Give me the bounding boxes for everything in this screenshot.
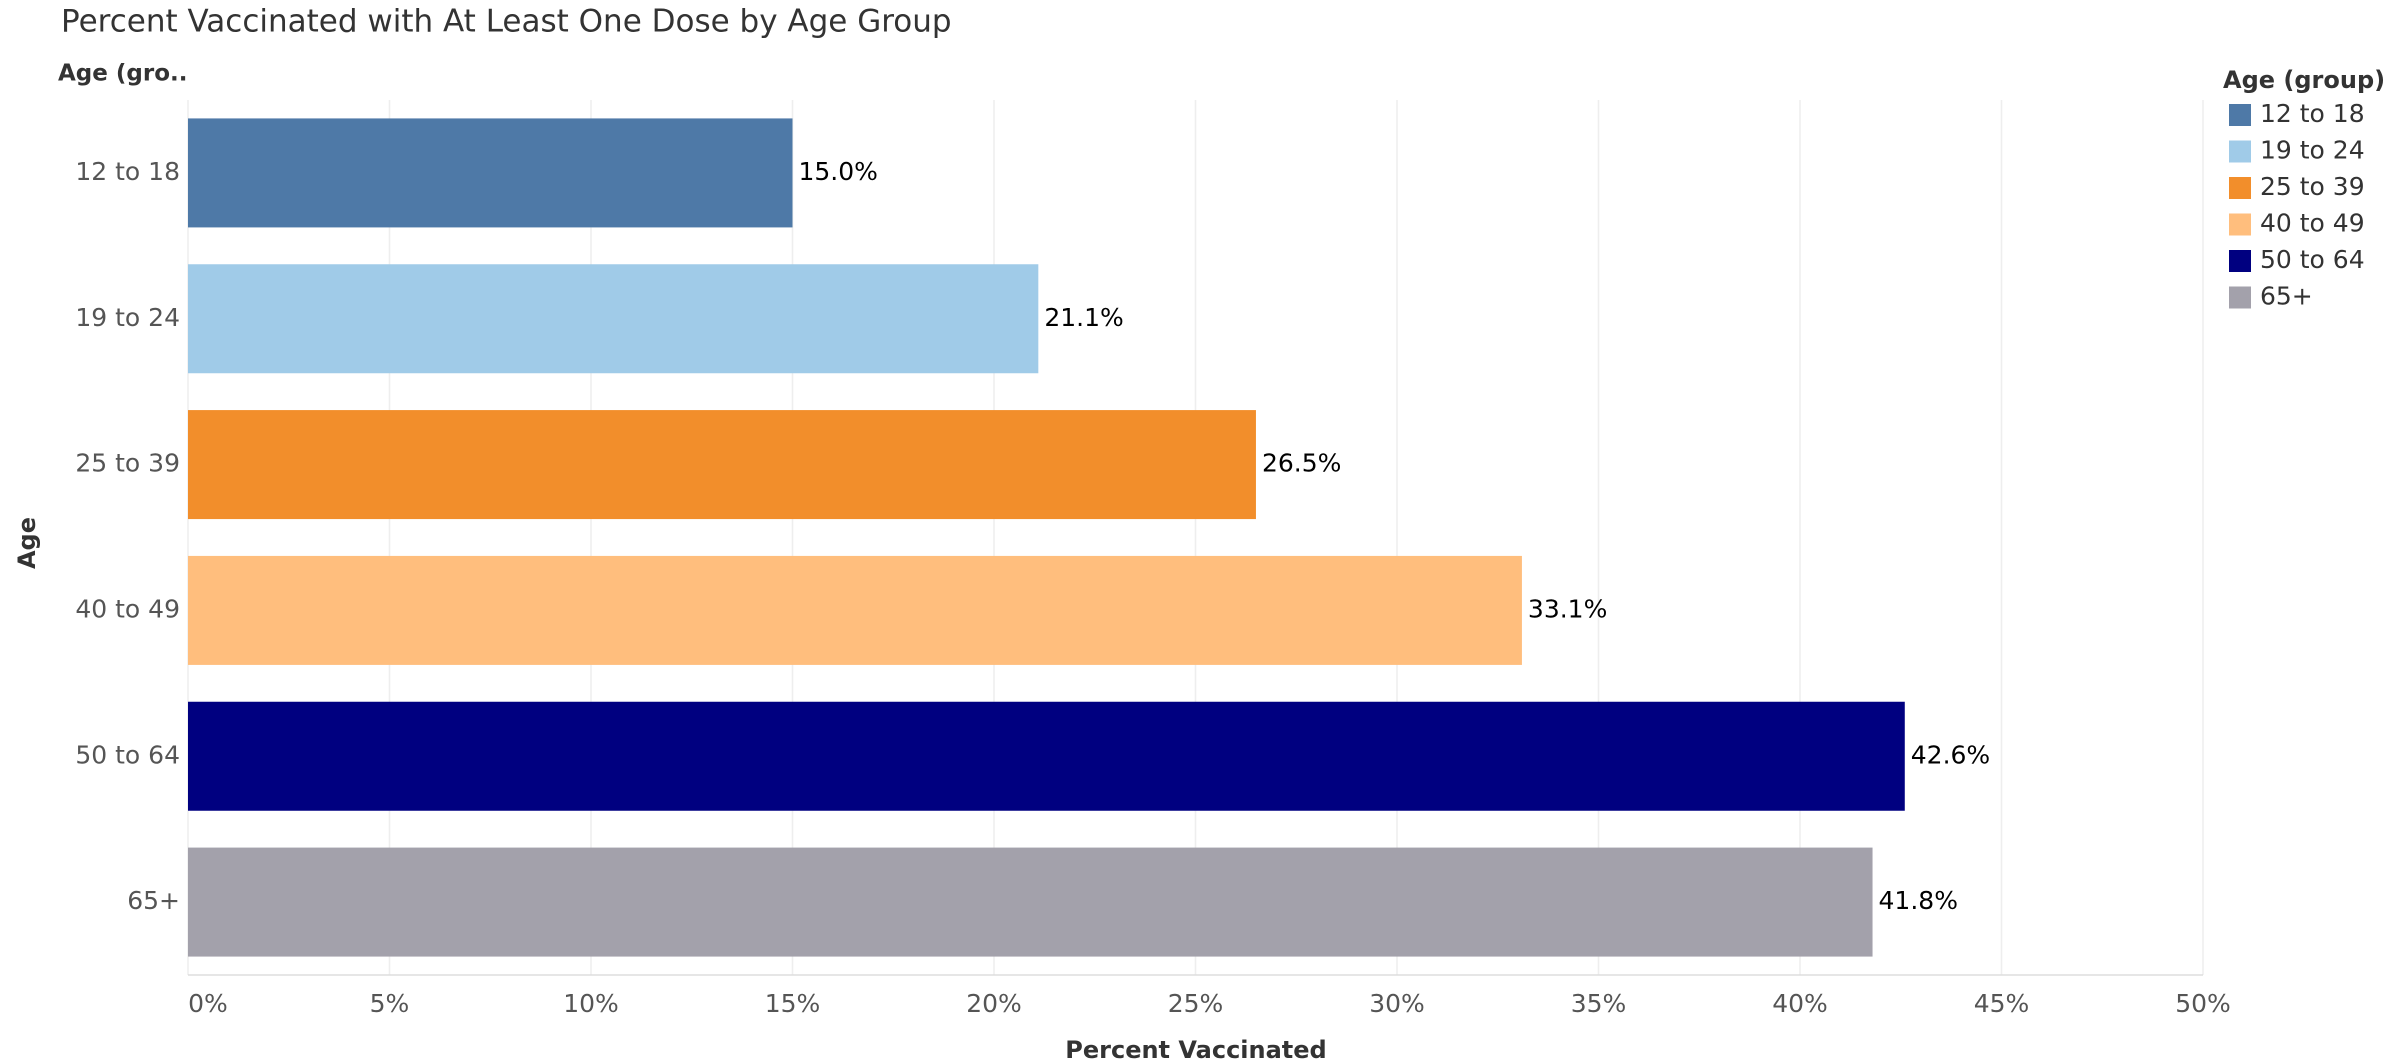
value-label: 15.0%	[799, 157, 878, 186]
legend-swatch	[2229, 104, 2251, 126]
bar	[188, 847, 1873, 957]
legend-swatch	[2229, 140, 2251, 163]
x-tick-label: 25%	[1168, 989, 1224, 1018]
x-tick-label: 15%	[765, 989, 821, 1018]
x-tick-label: 30%	[1369, 989, 1425, 1018]
x-tick-label: 10%	[563, 989, 619, 1018]
value-label: 21.1%	[1044, 303, 1123, 332]
y-axis-title: Age	[13, 517, 41, 569]
legend-label: 19 to 24	[2260, 136, 2365, 165]
y-tick-label: 19 to 24	[75, 303, 180, 332]
y-tick-label: 65+	[127, 886, 180, 915]
bar	[188, 555, 1522, 665]
legend-label: 12 to 18	[2260, 99, 2365, 128]
legend-swatch	[2229, 286, 2251, 309]
bar	[188, 118, 793, 228]
chart-title: Percent Vaccinated with At Least One Dos…	[61, 4, 952, 40]
legend-label: 50 to 64	[2260, 245, 2365, 274]
legend-label: 40 to 49	[2260, 209, 2365, 238]
legend-label: 25 to 39	[2260, 172, 2365, 201]
x-tick-label: 50%	[2175, 989, 2231, 1018]
value-label: 33.1%	[1528, 594, 1607, 623]
y-tick-label: 25 to 39	[75, 449, 180, 478]
x-tick-label: 0%	[188, 989, 228, 1018]
bar	[188, 410, 1256, 520]
x-axis-title: Percent Vaccinated	[1065, 1036, 1326, 1060]
y-tick-label: 12 to 18	[75, 157, 180, 186]
bar	[188, 264, 1039, 374]
y-header: Age (gro..	[58, 61, 187, 87]
x-tick-label: 20%	[966, 989, 1022, 1018]
value-label: 26.5%	[1262, 449, 1341, 478]
value-label: 41.8%	[1879, 886, 1958, 915]
legend-swatch	[2229, 250, 2251, 272]
x-tick-label: 35%	[1571, 989, 1627, 1018]
legend-swatch	[2229, 213, 2251, 236]
legend-title: Age (group)	[2223, 66, 2385, 94]
bar	[188, 701, 1905, 811]
x-tick-label: 45%	[1974, 989, 2030, 1018]
legend-label: 65+	[2260, 282, 2313, 311]
x-tick-label: 40%	[1772, 989, 1828, 1018]
y-tick-label: 40 to 49	[75, 594, 180, 623]
value-label: 42.6%	[1911, 740, 1990, 769]
y-tick-label: 50 to 64	[75, 740, 180, 769]
legend-swatch	[2229, 177, 2251, 199]
x-tick-label: 5%	[370, 989, 410, 1018]
